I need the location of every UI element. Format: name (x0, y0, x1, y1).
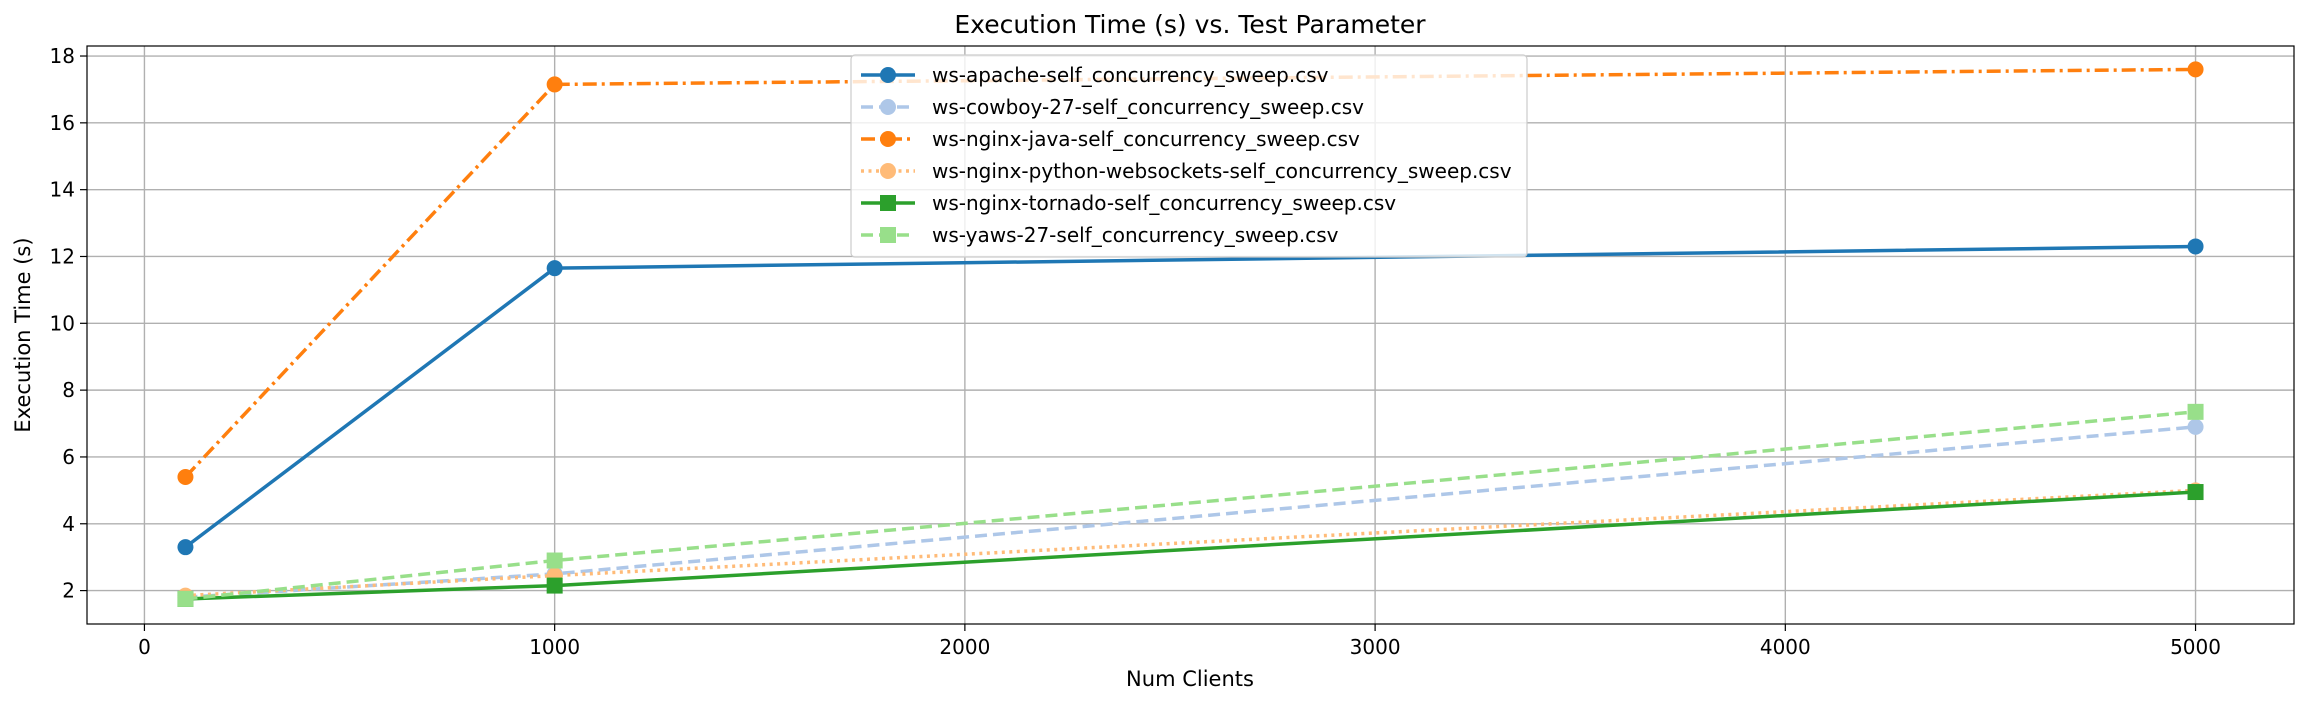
series-3 (177, 61, 2204, 485)
series-line (185, 490, 2196, 601)
legend-box (850, 54, 1528, 258)
data-point (177, 539, 194, 556)
series-4 (177, 482, 2204, 604)
series-line (185, 488, 2196, 598)
y-tick-label: 10 (50, 311, 75, 335)
legend-entry: ws-nginx-java-self_concurrency_sweep.csv (932, 127, 1360, 151)
y-tick-label: 6 (62, 445, 75, 469)
chart-title: Execution Time (s) vs. Test Parameter (954, 10, 1426, 39)
x-tick-label: 3000 (1350, 635, 1401, 659)
legend-entry: ws-nginx-python-websockets-self_concurre… (932, 159, 1512, 183)
data-point (546, 577, 563, 594)
y-tick-label: 4 (62, 512, 75, 536)
data-point (2187, 61, 2204, 78)
series-line (184, 67, 2196, 479)
legend-marker (880, 195, 896, 211)
data-point (546, 552, 563, 569)
data-point (2187, 418, 2204, 435)
ticks: 0 1000 2000 3000 4000 5000 2 4 6 8 10 12 14 16 18 (50, 44, 2221, 659)
series-line (185, 425, 2196, 600)
data-point (177, 590, 194, 607)
data-point (546, 260, 563, 277)
legend-entry: ws-nginx-tornado-self_concurrency_sweep.… (932, 191, 1396, 215)
data-point (177, 468, 194, 485)
x-tick-label: 0 (138, 635, 151, 659)
plot-frame (86, 45, 2295, 625)
y-tick-label: 12 (50, 244, 75, 268)
legend-entry: ws-cowboy-27-self_concurrency_sweep.csv (932, 95, 1364, 119)
legend-entry: ws-apache-self_concurrency_sweep.csv (932, 63, 1329, 87)
x-tick-label: 5000 (2170, 635, 2221, 659)
legend-marker (880, 131, 896, 147)
legend-marker (880, 227, 896, 243)
y-tick-label: 16 (50, 111, 75, 135)
y-tick-label: 8 (62, 378, 75, 402)
x-tick-label: 4000 (1760, 635, 1811, 659)
series-2 (177, 418, 2204, 606)
legend-marker (880, 163, 896, 179)
legend-marker (880, 99, 896, 115)
data-point (2187, 484, 2204, 501)
x-tick-label: 2000 (939, 635, 990, 659)
legend-entry: ws-yaws-27-self_concurrency_sweep.csv (932, 223, 1339, 247)
data-point (2187, 403, 2204, 420)
legend: ws-apache-self_concurrency_sweep.csv ws-c… (850, 54, 1528, 258)
series-1 (177, 238, 2204, 556)
x-tick-label: 1000 (529, 635, 580, 659)
data-point (2187, 238, 2204, 255)
series-layer (177, 61, 2204, 607)
data-point (546, 76, 563, 93)
y-axis-label: Execution Time (s) (11, 237, 35, 432)
y-tick-label: 2 (62, 579, 75, 603)
series-6 (177, 403, 2204, 607)
y-tick-label: 18 (50, 44, 75, 68)
legend-marker (880, 67, 896, 83)
y-tick-label: 14 (50, 178, 75, 202)
x-axis-label: Num Clients (1126, 667, 1254, 691)
